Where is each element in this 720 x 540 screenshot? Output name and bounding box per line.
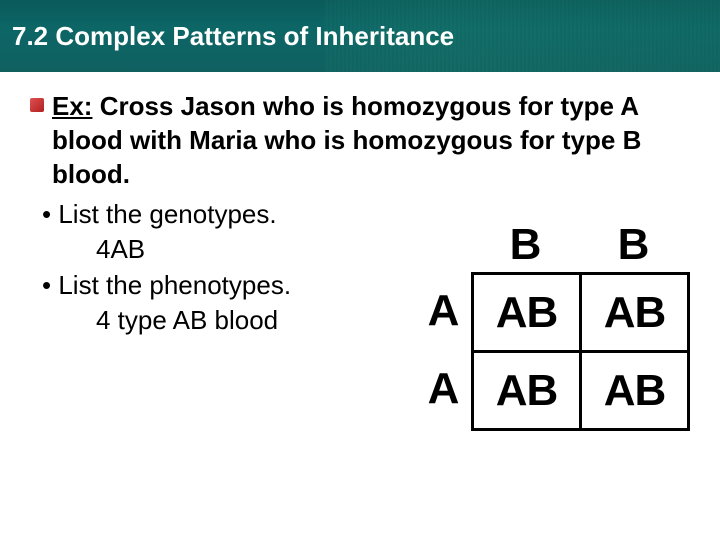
slide-header: 7.2 Complex Patterns of Inheritance — [0, 0, 720, 72]
left-label-1: A — [423, 350, 463, 428]
left-label-0: A — [423, 272, 463, 350]
cell-0-1: AB — [581, 274, 689, 352]
example-text: Ex: Cross Jason who is homozygous for ty… — [52, 90, 696, 191]
punnett-square: B B A A AB AB AB AB — [471, 272, 690, 431]
cell-0-0: AB — [473, 274, 581, 352]
example-row: Ex: Cross Jason who is homozygous for ty… — [30, 90, 696, 191]
punnett-table: AB AB AB AB — [471, 272, 690, 431]
slide-content: Ex: Cross Jason who is homozygous for ty… — [0, 72, 720, 338]
top-label-1: B — [579, 220, 687, 270]
cell-1-0: AB — [473, 352, 581, 430]
cell-1-1: AB — [581, 352, 689, 430]
example-body: Cross Jason who is homozygous for type A… — [52, 91, 641, 189]
prompt-text: List the genotypes. — [58, 199, 276, 229]
example-label: Ex: — [52, 91, 92, 121]
top-label-0: B — [471, 220, 579, 270]
prompt-text: List the phenotypes. — [58, 270, 291, 300]
header-title: 7.2 Complex Patterns of Inheritance — [12, 21, 454, 52]
bullet-icon — [30, 98, 44, 112]
